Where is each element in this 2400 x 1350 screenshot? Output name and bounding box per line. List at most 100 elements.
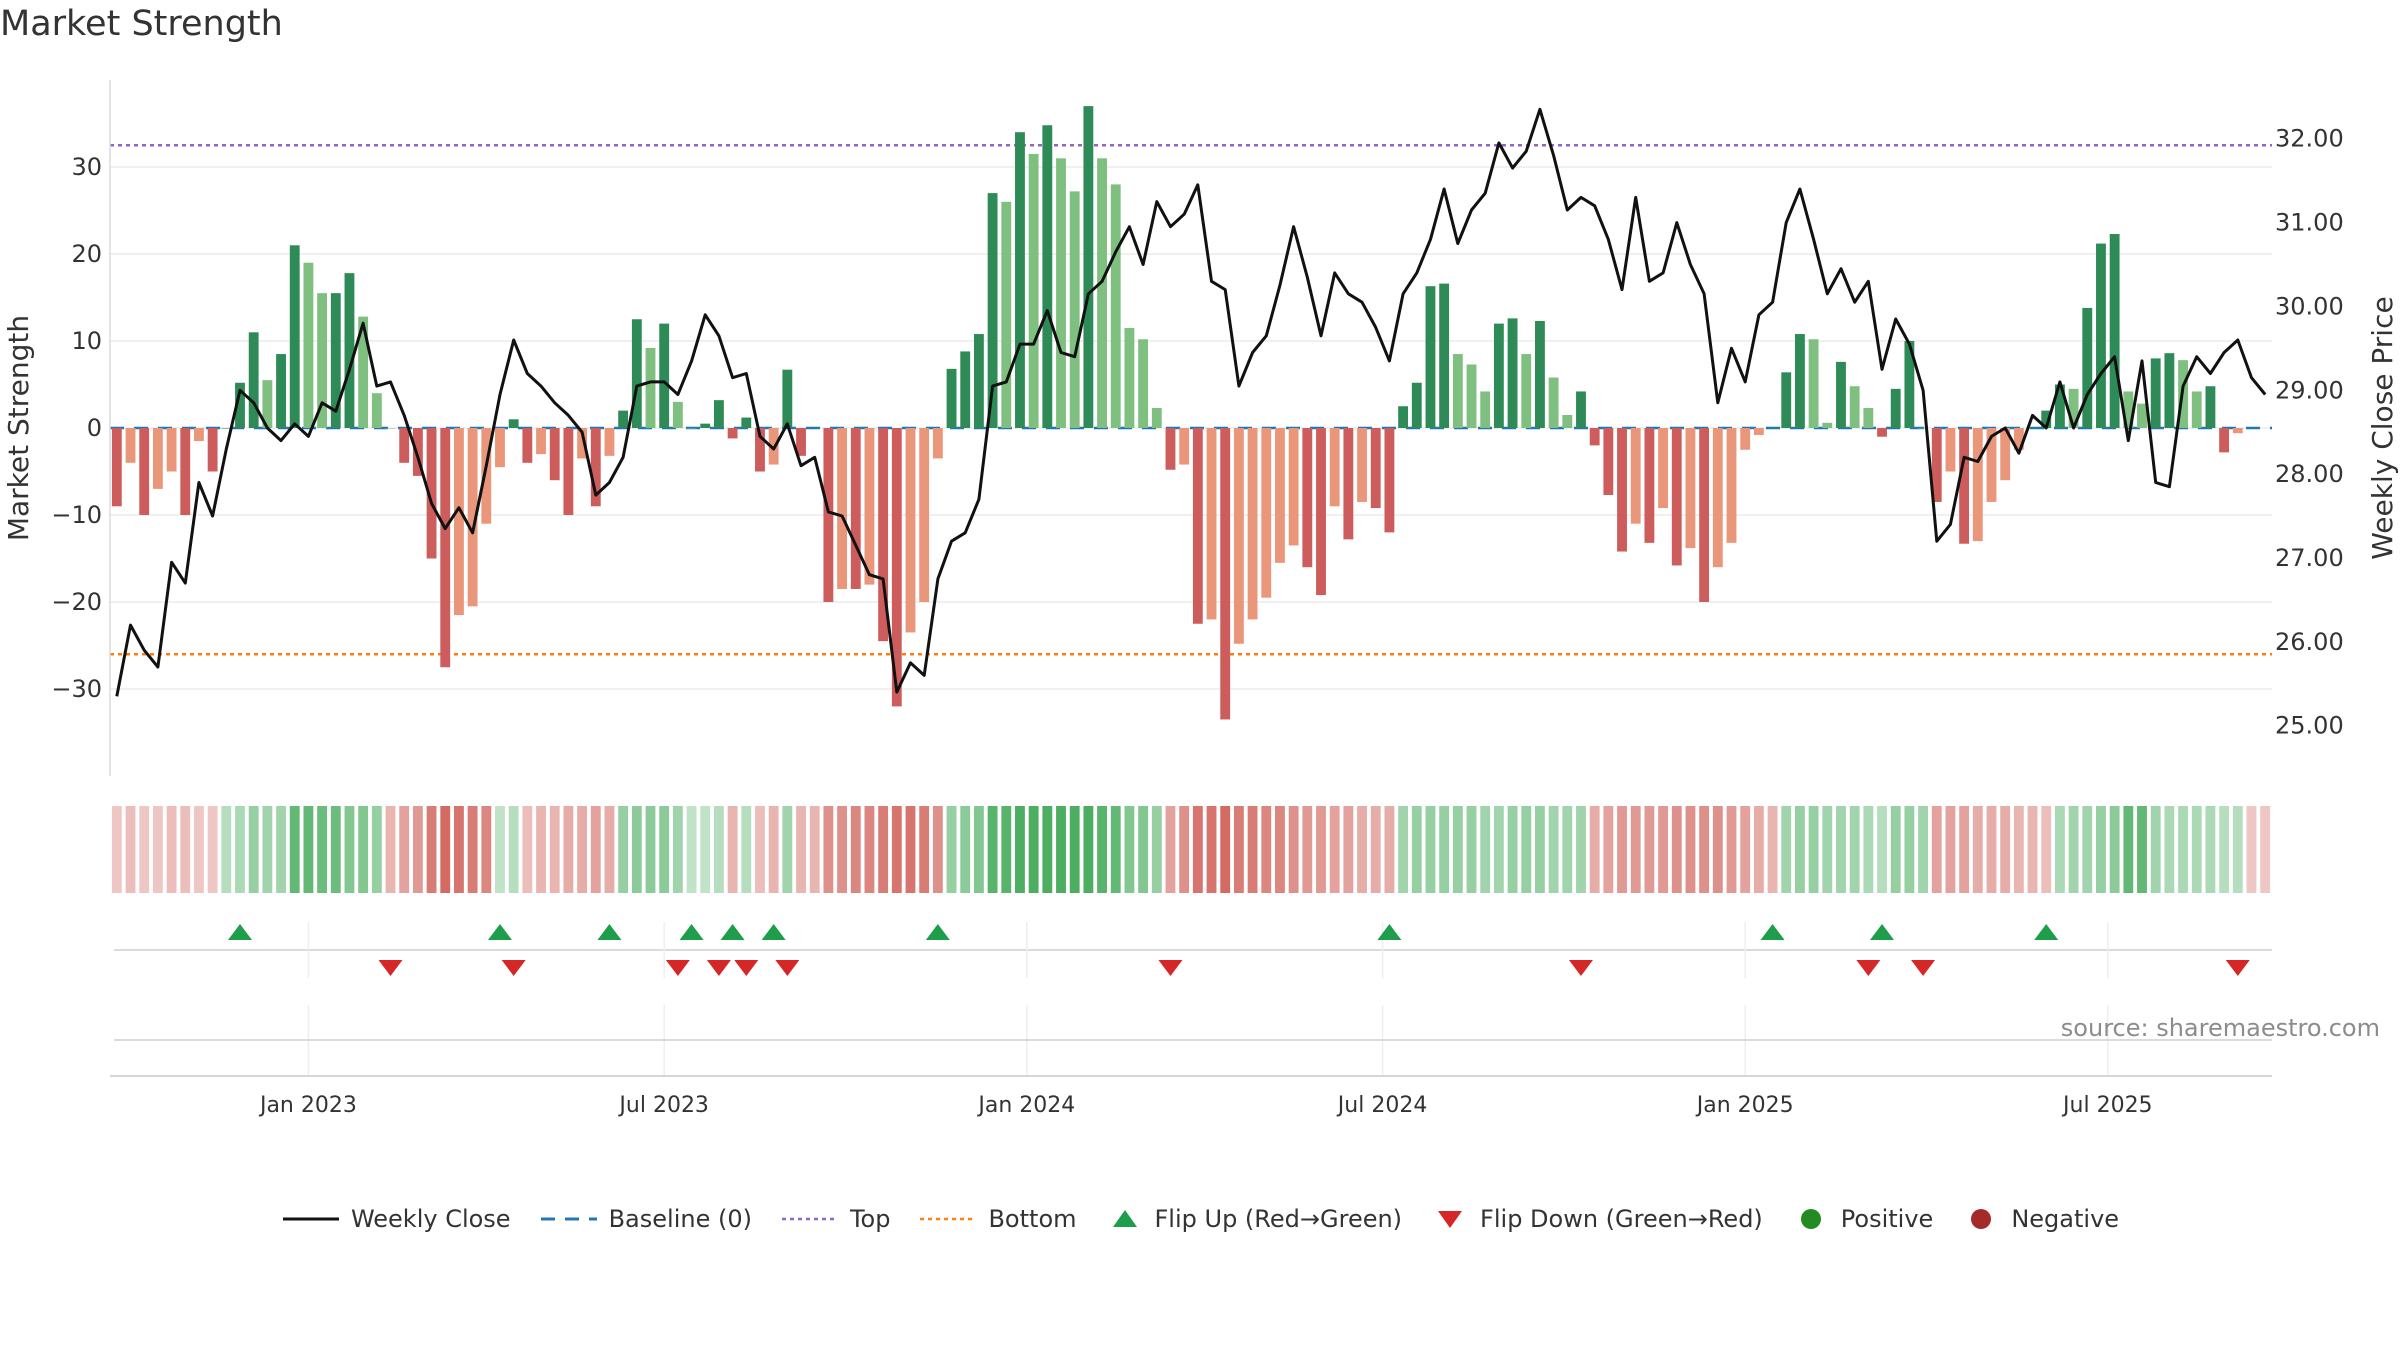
triangle-up-icon <box>1112 1210 1137 1227</box>
regime-cell <box>1904 806 1915 893</box>
regime-cell <box>809 806 820 893</box>
regime-cell <box>946 806 957 893</box>
regime-cell <box>412 806 423 893</box>
strength-bar <box>2205 386 2216 428</box>
regime-cell <box>891 806 902 893</box>
strength-bar <box>1452 354 1463 428</box>
y-tick-label-right: 25.00 <box>2275 712 2344 740</box>
legend-item-top: Top <box>780 1205 890 1233</box>
regime-cell <box>563 806 574 893</box>
y-tick-label-left: 20 <box>71 240 102 268</box>
dotted-line-swatch-icon <box>920 1217 977 1221</box>
regime-cell <box>700 806 711 893</box>
regime-cell <box>837 806 847 893</box>
strength-bar <box>864 428 875 585</box>
flip-down-marker <box>706 960 731 976</box>
strength-bar <box>1836 361 1846 428</box>
strength-bar <box>563 428 574 515</box>
source-note: source: sharemaestro.com <box>2060 1014 2380 1042</box>
strength-bar <box>590 428 601 507</box>
flip-down-marker <box>734 960 759 976</box>
legend-item-positive: Positive <box>1791 1205 1933 1233</box>
legend-item-flip-down: Flip Down (Green→Red) <box>1430 1205 1763 1233</box>
strength-bar <box>932 428 943 459</box>
y-tick-label-left: −10 <box>51 501 102 529</box>
strength-bar <box>1781 372 1792 428</box>
strength-bar <box>2082 307 2093 428</box>
strength-bar <box>508 419 519 428</box>
regime-cell <box>796 806 806 893</box>
strength-bar <box>1877 428 1887 437</box>
regime-cell <box>1644 806 1655 893</box>
regime-cell <box>1343 806 1354 893</box>
regime-cell <box>645 806 656 893</box>
strength-bar <box>809 428 820 429</box>
regime-cell <box>1740 806 1751 893</box>
regime-cell <box>385 806 396 893</box>
regime-cell <box>919 806 930 893</box>
regime-cell <box>1658 806 1669 893</box>
regime-cell <box>1069 806 1080 893</box>
regime-cell <box>1220 806 1231 893</box>
strength-bar <box>1233 428 1244 644</box>
strength-bar <box>371 393 382 428</box>
regime-cell <box>1945 806 1956 893</box>
strength-bar <box>837 428 847 589</box>
regime-cell <box>235 806 245 893</box>
regime-cell <box>1411 806 1422 893</box>
strength-bar <box>1466 364 1477 428</box>
legend-item-bottom: Bottom <box>918 1205 1077 1233</box>
strength-bar <box>248 332 259 428</box>
strength-bar <box>891 428 902 707</box>
strength-bar <box>1603 428 1614 495</box>
strength-bar <box>1521 354 1532 428</box>
regime-cell <box>2260 806 2271 893</box>
regime-cell <box>823 806 834 893</box>
regime-cell <box>221 806 232 893</box>
strength-bar <box>1028 153 1039 428</box>
strength-bar <box>919 428 930 602</box>
regime-cell <box>713 806 724 893</box>
strength-bars <box>111 106 2243 720</box>
regime-cell <box>1589 806 1600 893</box>
strength-bar <box>960 351 971 428</box>
regime-cell <box>1576 806 1586 893</box>
legend-item-weekly-close: Weekly Close <box>281 1205 511 1233</box>
regime-cell <box>1452 806 1463 893</box>
flip-up-marker <box>2034 924 2059 940</box>
regime-cell <box>631 806 642 893</box>
strength-bar <box>741 417 752 428</box>
strength-bar <box>1056 158 1066 429</box>
y-axis-left-title: Market Strength <box>2 315 35 541</box>
flip-down-marker <box>501 960 526 976</box>
regime-cell <box>2027 806 2038 893</box>
regime-cell <box>1562 806 1573 893</box>
regime-cell <box>248 806 259 893</box>
x-tick-label: Jul 2025 <box>2061 1093 2153 1118</box>
flip-up-marker <box>597 924 622 940</box>
strength-bar <box>2191 391 2202 428</box>
strength-bar <box>2013 428 2024 450</box>
regime-cell <box>755 806 765 893</box>
strength-bar <box>1671 428 1682 566</box>
regime-cell <box>303 806 314 893</box>
x-tick-label: Jul 2024 <box>1336 1093 1428 1118</box>
strength-bar <box>1849 386 1860 428</box>
strength-bar <box>755 428 765 472</box>
strength-bar <box>2150 358 2161 428</box>
strength-bar <box>1302 428 1313 568</box>
strength-bar <box>412 428 423 476</box>
strength-bar <box>1151 407 1162 428</box>
strength-bar <box>631 319 642 428</box>
strength-bar <box>1343 428 1354 540</box>
x-tick-label: Jan 2023 <box>258 1093 357 1118</box>
regime-cell <box>1439 806 1450 893</box>
strength-bar <box>1110 184 1121 428</box>
y-tick-label-right: 28.00 <box>2275 460 2344 488</box>
regime-cell <box>1822 806 1833 893</box>
strength-bar <box>2068 388 2079 428</box>
strength-bar <box>1439 283 1450 428</box>
strength-bar <box>1890 388 1901 428</box>
circle-icon <box>1800 1209 1821 1229</box>
regime-cell <box>2082 806 2093 893</box>
